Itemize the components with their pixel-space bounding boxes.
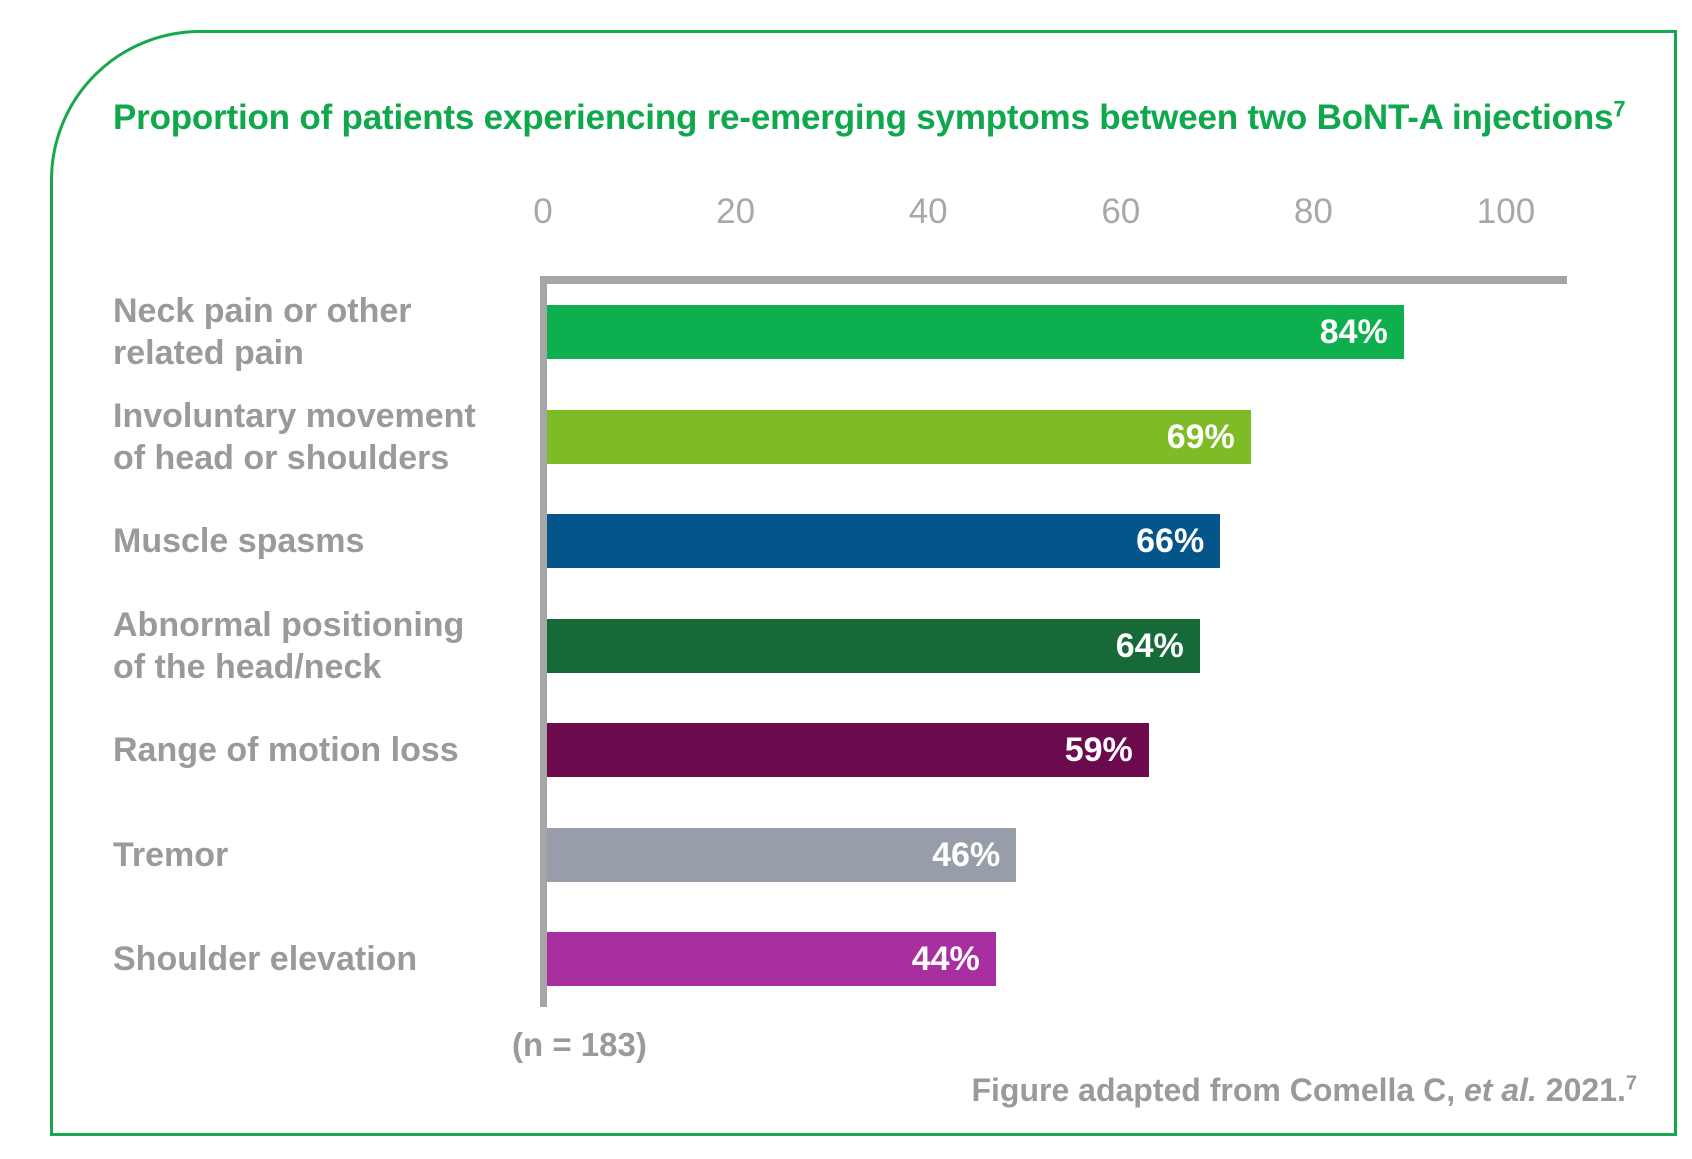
category-label: Muscle spasms bbox=[113, 522, 365, 560]
x-axis-tick-label: 20 bbox=[716, 192, 756, 231]
category-label: Tremor bbox=[113, 836, 229, 874]
category-label: Abnormal positioning of the head/neck bbox=[113, 606, 465, 686]
bar-value-label: 64% bbox=[1115, 626, 1184, 665]
x-axis-line bbox=[540, 276, 1567, 284]
source-note-italic: et al. bbox=[1463, 1072, 1537, 1108]
x-axis-tick-label: 0 bbox=[533, 192, 553, 231]
source-note-superscript: 7 bbox=[1625, 1072, 1637, 1095]
y-axis-line bbox=[540, 276, 547, 1007]
category-label: Involuntary movement of head or shoulder… bbox=[113, 397, 476, 477]
x-axis-tick-label: 40 bbox=[908, 192, 948, 231]
figure-source-note: Figure adapted from Comella C, et al. 20… bbox=[971, 1072, 1637, 1109]
bar-value-label: 44% bbox=[911, 939, 980, 978]
bar: 44% bbox=[547, 932, 996, 986]
bar-value-label: 66% bbox=[1136, 521, 1205, 560]
bar-value-label: 46% bbox=[932, 835, 1001, 874]
x-axis-tick-label: 100 bbox=[1476, 192, 1536, 231]
category-label: Shoulder elevation bbox=[113, 940, 418, 978]
x-axis-tick-labels: 0 20 40 60 80 100 bbox=[0, 192, 1692, 237]
bar: 66% bbox=[547, 514, 1221, 568]
category-label: Range of motion loss bbox=[113, 731, 459, 769]
bar-value-label: 59% bbox=[1064, 730, 1133, 769]
category-label: Neck pain or other related pain bbox=[113, 292, 412, 372]
bar: 84% bbox=[547, 305, 1404, 359]
chart-title-superscript: 7 bbox=[1613, 96, 1626, 122]
chart-title-text: Proportion of patients experiencing re-e… bbox=[113, 98, 1614, 137]
bar: 64% bbox=[547, 619, 1200, 673]
source-note-text: Figure adapted from Comella C, bbox=[971, 1072, 1464, 1108]
bar: 59% bbox=[547, 723, 1149, 777]
bar-value-label: 69% bbox=[1166, 417, 1235, 456]
bar: 46% bbox=[547, 828, 1017, 882]
bar-value-label: 84% bbox=[1319, 312, 1388, 351]
source-note-suffix: 2021. bbox=[1536, 1072, 1626, 1108]
x-axis-tick-label: 60 bbox=[1101, 192, 1141, 231]
sample-size-note: (n = 183) bbox=[512, 1026, 647, 1063]
chart-title: Proportion of patients experiencing re-e… bbox=[113, 98, 1643, 138]
x-axis-tick-label: 80 bbox=[1293, 192, 1333, 231]
bar: 69% bbox=[547, 410, 1251, 464]
